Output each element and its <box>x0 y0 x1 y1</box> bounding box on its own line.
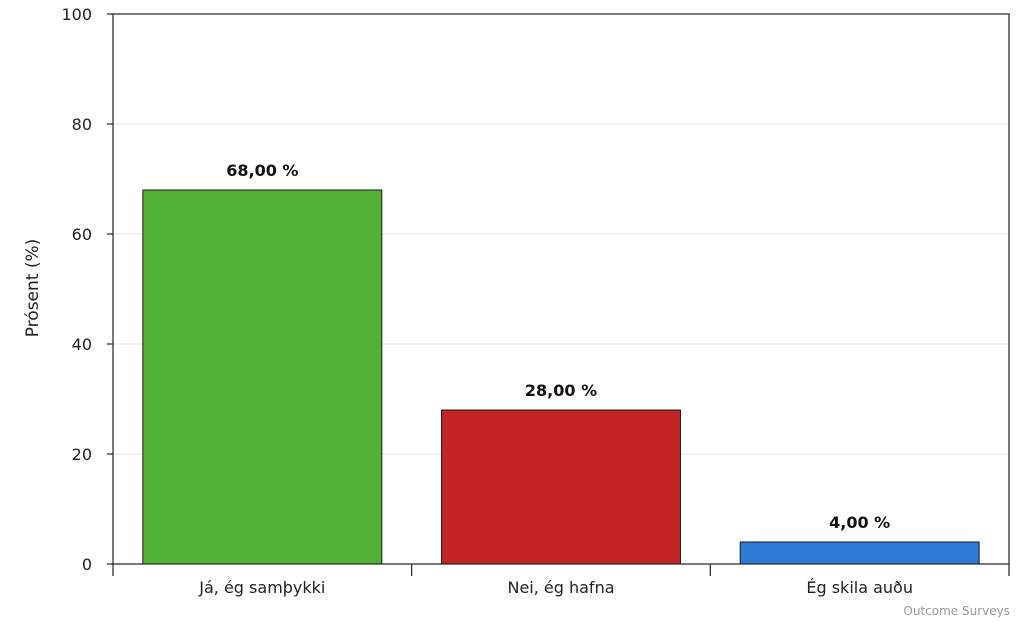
y-tick-label: 40 <box>72 335 92 354</box>
y-tick-labels: 0 20 40 60 80 100 <box>61 5 92 574</box>
x-tick-label: Ég skila auðu <box>806 578 913 597</box>
data-labels: 68,00 % 28,00 % 4,00 % <box>226 161 890 532</box>
credit-text[interactable]: Outcome Surveys <box>903 604 1010 618</box>
bar <box>142 189 383 565</box>
plot-border <box>112 13 1010 565</box>
x-tick-label: Já, ég samþykki <box>198 578 325 597</box>
data-label: 68,00 % <box>226 161 298 180</box>
y-tick-label: 20 <box>72 445 92 464</box>
y-axis-label: Prósent (%) <box>23 239 43 338</box>
y-tick-label: 0 <box>82 555 92 574</box>
y-tick-label: 60 <box>72 225 92 244</box>
x-tick-label: Nei, ég hafna <box>507 578 614 597</box>
data-label: 4,00 % <box>829 513 890 532</box>
data-label: 28,00 % <box>525 381 597 400</box>
y-tick-label: 100 <box>61 5 92 24</box>
x-tick-labels: Já, ég samþykki Nei, ég hafna Ég skila auð… <box>198 578 913 597</box>
plot-frame <box>107 13 1010 576</box>
bar <box>739 541 980 565</box>
y-tick-label: 80 <box>72 115 92 134</box>
bars <box>142 189 980 565</box>
bar <box>441 409 681 565</box>
